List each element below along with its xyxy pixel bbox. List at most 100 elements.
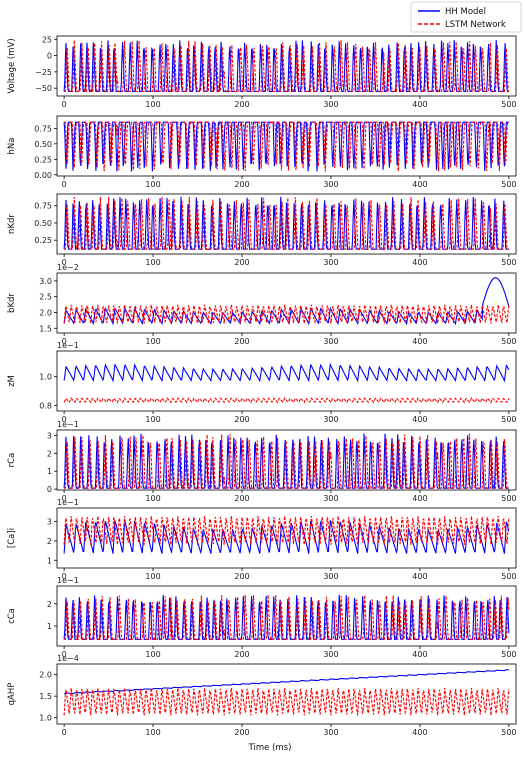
ytick-label: 1.0 (39, 373, 52, 382)
series-lstm-n_kdr (64, 196, 509, 250)
xtick-label: 500 (501, 100, 516, 109)
series-group-n_kdr (63, 196, 509, 250)
xtick-label: 500 (501, 415, 516, 424)
xtick-label: 300 (323, 728, 338, 737)
ytick-label: 2 (47, 537, 52, 546)
ylabel-q_ahp: qAHP (7, 683, 17, 706)
xtick-label: 400 (412, 572, 427, 581)
series-hh-c_ca (63, 594, 510, 640)
ytick-label: 0.25 (34, 155, 52, 164)
xtick-label: 100 (145, 415, 160, 424)
xtick-label: 0 (62, 337, 67, 346)
axes-frame-r_ca (56, 429, 517, 491)
xtick-label: 400 (412, 337, 427, 346)
xtick-label: 500 (501, 728, 516, 737)
series-group-h_na (63, 121, 509, 172)
subplot-h_na: 0 100 200 300 400 500 0.75 0.50 0.25 0.00 hNa (7, 115, 517, 189)
ytick-label: −50 (35, 84, 52, 93)
xtick-label: 400 (412, 100, 427, 109)
xtick-label: 500 (501, 572, 516, 581)
subplot-z_m: 0 100 200 300 400 500 1.0 0.8 1e−1 zM (7, 341, 517, 424)
xtick-label: 0 (62, 258, 67, 267)
axis-offset-c_ca: 1e−1 (57, 576, 79, 585)
ytick-label: 2 (47, 600, 52, 609)
ytick-label: 0.50 (34, 219, 52, 228)
axes-frame-h_na (56, 115, 517, 177)
xtick-label: 0 (62, 572, 67, 581)
axes-frame-voltage (56, 35, 517, 97)
series-lstm-q_ahp (63, 687, 510, 716)
xtick-label: 400 (412, 728, 427, 737)
subplot-q_ahp: 0 100 200 300 400 500 2.0 1.5 1.0 1e−4 qAHP (7, 654, 517, 737)
series-lstm-voltage (64, 39, 509, 92)
xtick-label: 200 (234, 258, 249, 267)
legend-lstm-label: LSTM Network (445, 20, 506, 30)
series-lstm-r_ca (64, 433, 509, 489)
xtick-label: 300 (323, 258, 338, 267)
subplot-voltage: 0 100 200 300 400 500 25 0 −25 −50 Voltage (mV) (7, 35, 517, 109)
ylabel-h_na: hNa (7, 138, 17, 155)
xtick-label: 0 (62, 494, 67, 503)
ytick-label: 3 (47, 518, 52, 527)
axis-offset-ca_conc: 1e−1 (57, 498, 79, 507)
subplot-ca_conc: 0 100 200 300 400 500 3 2 1 1e−1 [Ca]i (7, 498, 517, 581)
series-group-ca_conc (63, 516, 510, 555)
xtick-label: 100 (145, 494, 160, 503)
axis-offset-z_m: 1e−1 (57, 341, 79, 350)
ytick-label: 3 (47, 431, 52, 440)
xtick-label: 100 (145, 180, 160, 189)
xtick-label: 0 (62, 415, 67, 424)
xtick-label: 500 (501, 180, 516, 189)
axis-offset-q_ahp: 1e−4 (57, 654, 79, 663)
axes-frame-ca_conc (56, 507, 517, 569)
ylabel-r_ca: rCa (7, 453, 17, 468)
ylabel-n_kdr: nKdr (7, 214, 17, 234)
ytick-label: 2.5 (39, 293, 52, 302)
ylabel-voltage: Voltage (mV) (7, 38, 17, 93)
xtick-label: 300 (323, 494, 338, 503)
xtick-label: 200 (234, 100, 249, 109)
xtick-label: 0 (62, 650, 67, 659)
axes-frame-z_m (56, 350, 517, 412)
xtick-label: 300 (323, 415, 338, 424)
series-hh-n_kdr (63, 196, 509, 250)
ytick-label: 1 (47, 467, 52, 476)
series-group-voltage (63, 39, 509, 92)
series-group-b_kdr (63, 277, 510, 326)
xtick-label: 0 (62, 100, 67, 109)
subplot-r_ca: 0 100 200 300 400 500 3 2 1 0 1e−1 rCa (7, 420, 517, 503)
xtick-label: 300 (323, 650, 338, 659)
axes-frame-c_ca (56, 585, 517, 647)
ytick-label: 25 (42, 35, 52, 44)
xtick-label: 100 (145, 572, 160, 581)
series-lstm-ca_conc (63, 516, 510, 545)
subplot-c_ca: 0 100 200 300 400 500 2 1 1e−1 cCa (7, 576, 517, 659)
xtick-label: 400 (412, 258, 427, 267)
x-axis-label: Time (ms) (248, 743, 292, 753)
series-hh-q_ahp (63, 669, 509, 695)
ylabel-b_kdr: bKdr (7, 293, 17, 313)
subplot-n_kdr: 0 100 200 300 400 500 0.75 0.50 0.25 nKdr (7, 193, 517, 267)
ytick-label: −25 (35, 68, 52, 77)
ytick-label: 1.5 (39, 692, 52, 701)
xtick-label: 200 (234, 494, 249, 503)
ytick-label: 2.0 (39, 308, 52, 317)
series-group-q_ahp (63, 669, 510, 716)
ylabel-z_m: zM (7, 375, 17, 387)
ytick-label: 1 (47, 556, 52, 565)
xtick-label: 500 (501, 337, 516, 346)
series-lstm-b_kdr (63, 304, 510, 324)
ytick-label: 0.50 (34, 140, 52, 149)
xtick-label: 500 (501, 258, 516, 267)
xtick-label: 300 (323, 180, 338, 189)
series-hh-z_m (63, 362, 510, 383)
axis-offset-r_ca: 1e−1 (57, 420, 79, 429)
xtick-label: 200 (234, 572, 249, 581)
ytick-label: 0.75 (34, 202, 52, 211)
legend: HH Model LSTM Network (410, 1, 522, 33)
series-lstm-c_ca (64, 594, 510, 640)
series-hh-b_kdr (63, 277, 510, 326)
ylabel-ca_conc: [Ca]i (7, 528, 17, 548)
